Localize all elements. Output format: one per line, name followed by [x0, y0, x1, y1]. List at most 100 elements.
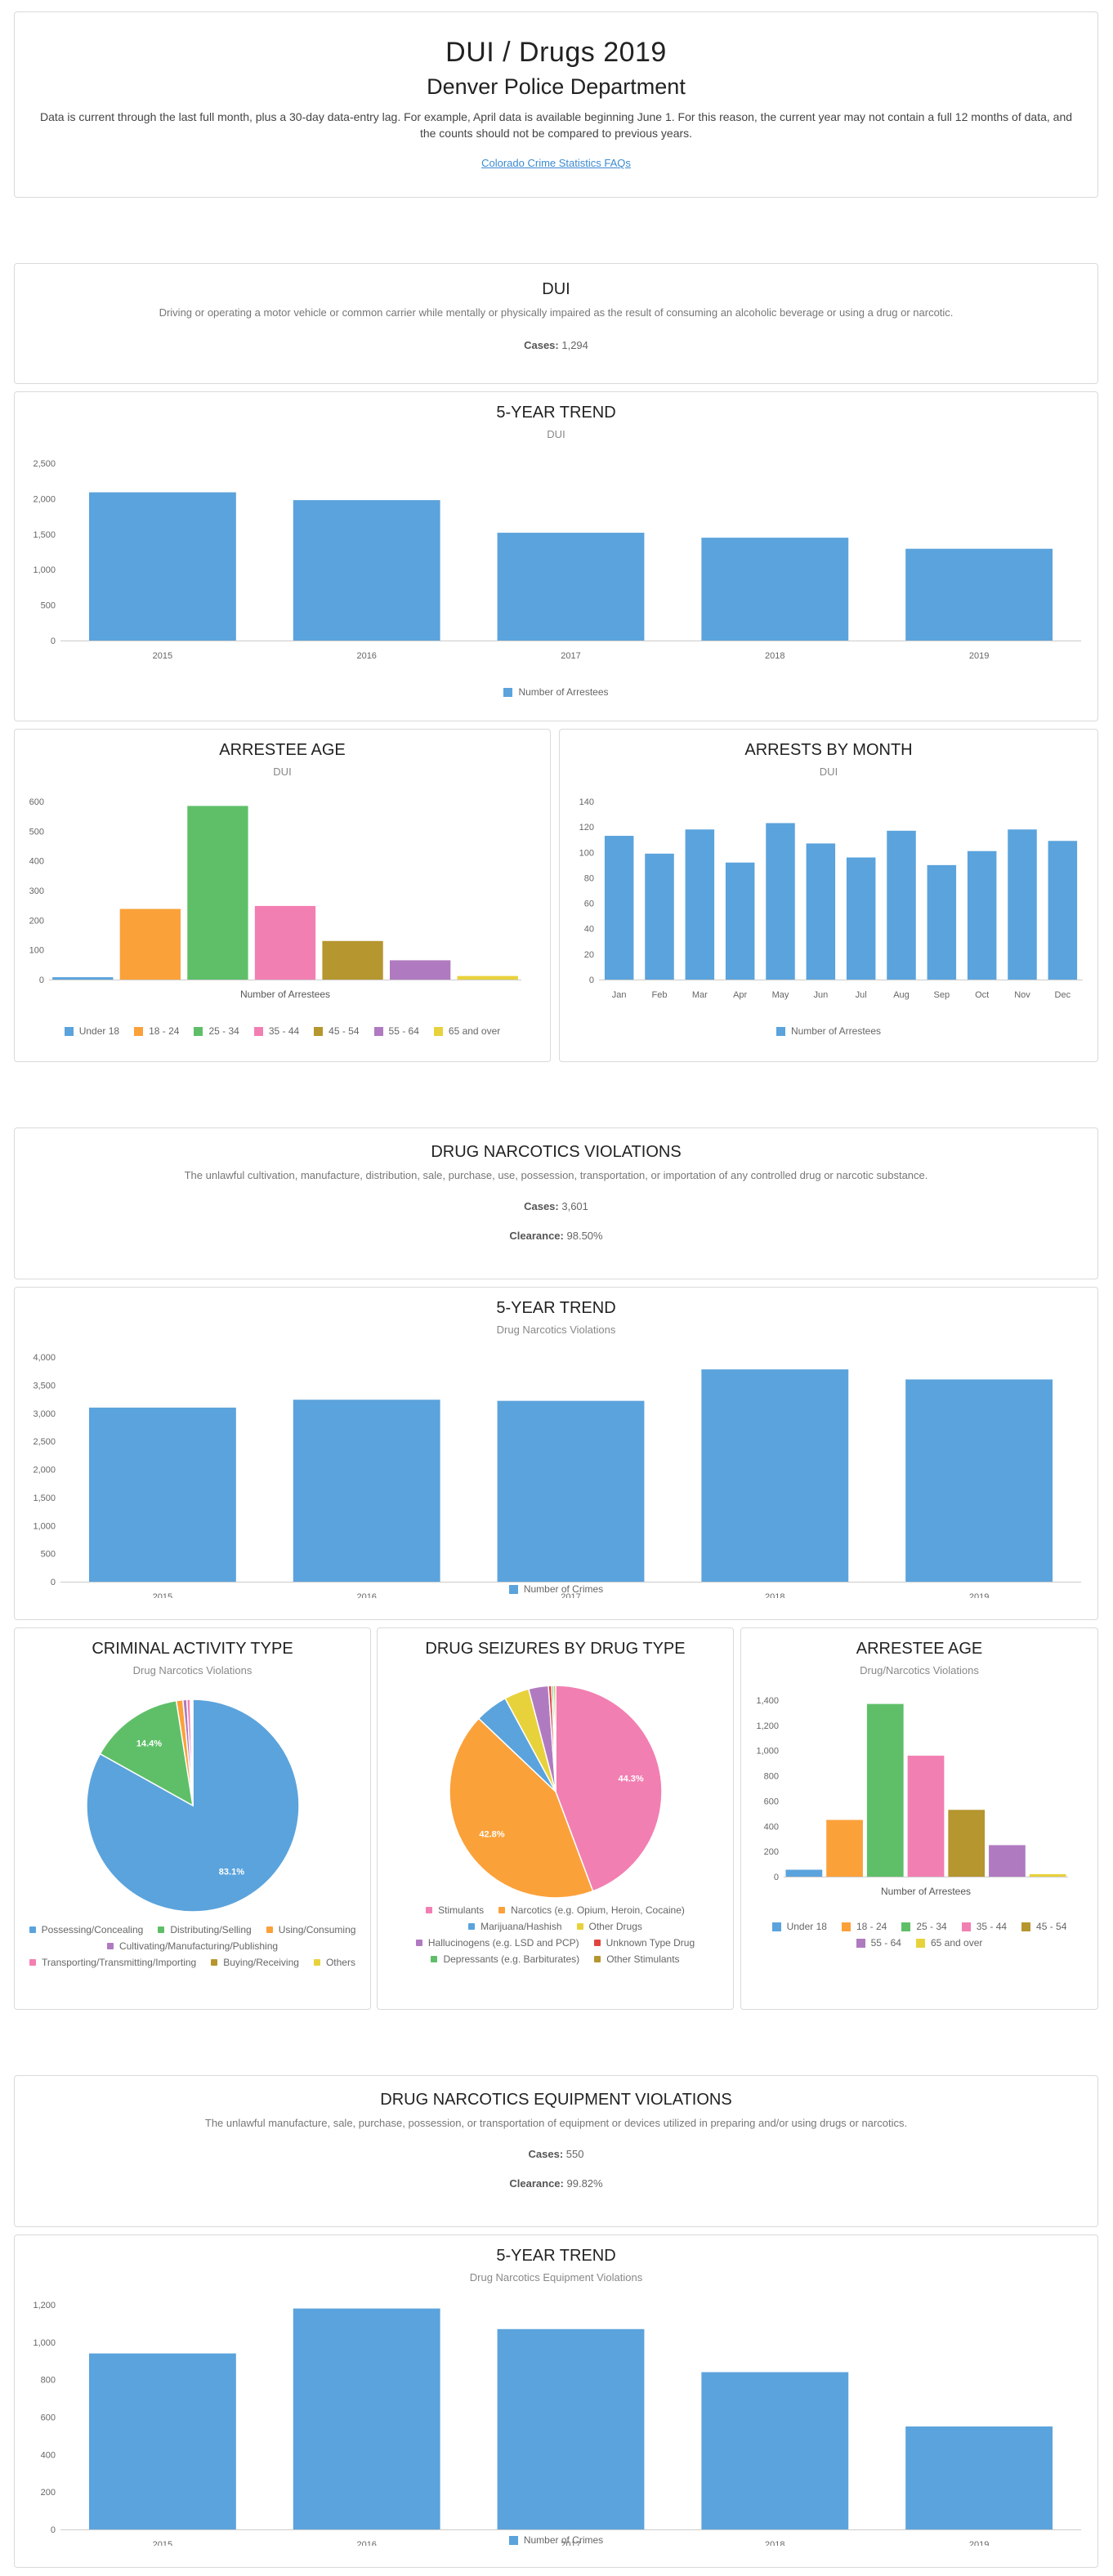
chart-title: 5-YEAR TREND: [496, 404, 616, 422]
pie-slice: [190, 1699, 194, 1806]
legend-item[interactable]: 65 and over: [433, 1025, 500, 1037]
legend-swatch: [314, 1026, 324, 1036]
legend-item[interactable]: 55 - 64: [373, 1025, 419, 1037]
section-description: Driving or operating a motor vehicle or …: [159, 306, 954, 319]
bar: [604, 836, 634, 980]
legend-item[interactable]: Other Drugs: [576, 1921, 642, 1932]
x-tick-label: 2017: [561, 2540, 580, 2546]
y-tick-label: 120: [579, 823, 594, 833]
x-tick-label: Jan: [612, 990, 627, 1000]
legend-item[interactable]: 45 - 54: [314, 1025, 360, 1037]
cases-value: 1,294: [561, 339, 588, 351]
legend-label: Depressants (e.g. Barbiturates): [443, 1953, 580, 1965]
legend-item[interactable]: Number of Arrestees: [503, 686, 609, 698]
legend-swatch: [503, 687, 513, 697]
legend-item[interactable]: Transporting/Transmitting/Importing: [29, 1957, 196, 1968]
legend-item[interactable]: 18 - 24: [134, 1025, 179, 1037]
bar: [497, 1400, 645, 1582]
x-tick-label: 2019: [969, 651, 989, 661]
legend-item[interactable]: Hallucinogens (e.g. LSD and PCP): [415, 1937, 579, 1949]
legend-item[interactable]: Distributing/Selling: [158, 1924, 252, 1935]
legend-swatch: [915, 1938, 925, 1948]
dui-age-chart: 0 100 200 300 400 500 600 Number of Arrestees: [29, 797, 521, 1000]
chart-legend: Stimulants Narcotics (e.g. Opium, Heroin,…: [384, 1904, 726, 1965]
legend-item[interactable]: Unknown Type Drug: [593, 1937, 695, 1949]
legend-label: Distributing/Selling: [170, 1924, 252, 1935]
legend-item[interactable]: Depressants (e.g. Barbiturates): [431, 1953, 579, 1965]
legend-label: Possessing/Concealing: [41, 1924, 144, 1935]
chart-title: 5-YEAR TREND: [496, 2247, 616, 2265]
legend-item[interactable]: Under 18: [64, 1025, 120, 1037]
legend-label: Hallucinogens (e.g. LSD and PCP): [427, 1937, 579, 1949]
legend-item[interactable]: Number of Arrestees: [776, 1025, 881, 1037]
equip-trend-card: 5-YEAR TREND Drug Narcotics Equipment Vi…: [14, 2234, 1098, 2568]
legend-item[interactable]: Others: [313, 1957, 355, 1968]
legend-item[interactable]: 35 - 44: [961, 1921, 1008, 1932]
bar: [457, 975, 518, 980]
legend-item[interactable]: 18 - 24: [841, 1921, 887, 1932]
legend-label: Number of Arrestees: [790, 1025, 882, 1037]
legend-item[interactable]: 25 - 34: [194, 1025, 239, 1037]
legend-item[interactable]: Using/Consuming: [266, 1924, 355, 1935]
legend-item[interactable]: 35 - 44: [253, 1025, 299, 1037]
legend-label: 45 - 54: [1036, 1921, 1067, 1932]
activity-pie-card: CRIMINAL ACTIVITY TYPE Drug Narcotics Vi…: [14, 1627, 371, 2010]
faq-link[interactable]: Colorado Crime Statistics FAQs: [481, 157, 631, 169]
bar: [293, 2308, 440, 2529]
legend-label: 35 - 44: [976, 1921, 1008, 1932]
legend-item[interactable]: Marijuana/Hashish: [468, 1921, 562, 1932]
legend-item[interactable]: Possessing/Concealing: [29, 1924, 144, 1935]
legend-label: Number of Crimes: [523, 1583, 604, 1595]
bar: [948, 1810, 986, 1877]
legend-label: Cultivating/Manufacturing/Publishing: [118, 1940, 279, 1952]
y-tick-label: 2,500: [33, 1437, 56, 1447]
header-card: DUI / Drugs 2019 Denver Police Departmen…: [14, 11, 1098, 198]
legend-label: Unknown Type Drug: [606, 1937, 695, 1949]
legend-swatch: [194, 1026, 203, 1036]
bar: [389, 960, 451, 980]
cases-stat: Cases: 1,294: [15, 339, 1097, 351]
cases-value: 3,601: [561, 1200, 588, 1212]
legend-item[interactable]: Under 18: [771, 1921, 827, 1932]
y-tick-label: 400: [764, 1822, 779, 1832]
pie-data-label: 83.1%: [219, 1868, 244, 1877]
legend-label: 45 - 54: [329, 1025, 360, 1037]
section-description: The unlawful cultivation, manufacture, d…: [184, 1169, 928, 1181]
y-tick-label: 1,200: [756, 1721, 779, 1731]
legend-item[interactable]: 25 - 34: [901, 1921, 947, 1932]
legend-swatch: [771, 1922, 781, 1931]
bar: [905, 548, 1053, 641]
y-tick-label: 600: [764, 1797, 779, 1806]
legend-item[interactable]: 45 - 54: [1021, 1921, 1066, 1932]
pie-slice: [555, 1685, 663, 1892]
legend-item[interactable]: 55 - 64: [856, 1937, 901, 1949]
legend-item[interactable]: Cultivating/Manufacturing/Publishing: [106, 1940, 279, 1952]
legend-label: Under 18: [78, 1025, 120, 1037]
legend-swatch: [856, 1938, 865, 1948]
clearance-label: Clearance:: [509, 1230, 564, 1242]
legend-swatch: [776, 1026, 785, 1036]
pie-slice: [552, 1685, 556, 1792]
legend-item[interactable]: Stimulants: [426, 1904, 484, 1916]
y-tick-label: 500: [41, 1550, 56, 1560]
legend-item[interactable]: Other Stimulants: [594, 1953, 680, 1965]
legend-label: Other Drugs: [588, 1921, 642, 1932]
bar: [685, 829, 715, 980]
x-tick-label: 2017: [561, 1592, 580, 1598]
pie-data-label: 42.8%: [479, 1830, 504, 1840]
legend-swatch: [29, 1959, 37, 1966]
dui-trend-chart: 0 500 1,000 1,500 2,000 2,500 2015 2016 2017 2018…: [33, 459, 1081, 661]
chart-legend: Possessing/Concealing Distributing/Sellin…: [21, 1924, 364, 1968]
clearance-label: Clearance:: [509, 2177, 564, 2190]
seizure-pie-chart: 44.3% 42.8%: [449, 1685, 663, 1899]
section-title: DRUG NARCOTICS EQUIPMENT VIOLATIONS: [380, 2091, 732, 2109]
legend-label: Others: [325, 1957, 355, 1968]
pie-data-label: 14.4%: [136, 1739, 162, 1748]
legend-item[interactable]: Number of Crimes: [508, 1583, 604, 1595]
legend-item[interactable]: Buying/Receiving: [211, 1957, 299, 1968]
legend-swatch: [508, 2535, 518, 2545]
legend-item[interactable]: Number of Crimes: [508, 2534, 603, 2546]
legend-item[interactable]: 65 and over: [915, 1937, 982, 1949]
data-note: Data is current through the last full mo…: [39, 110, 1073, 140]
legend-item[interactable]: Narcotics (e.g. Opium, Heroin, Cocaine): [498, 1904, 685, 1916]
